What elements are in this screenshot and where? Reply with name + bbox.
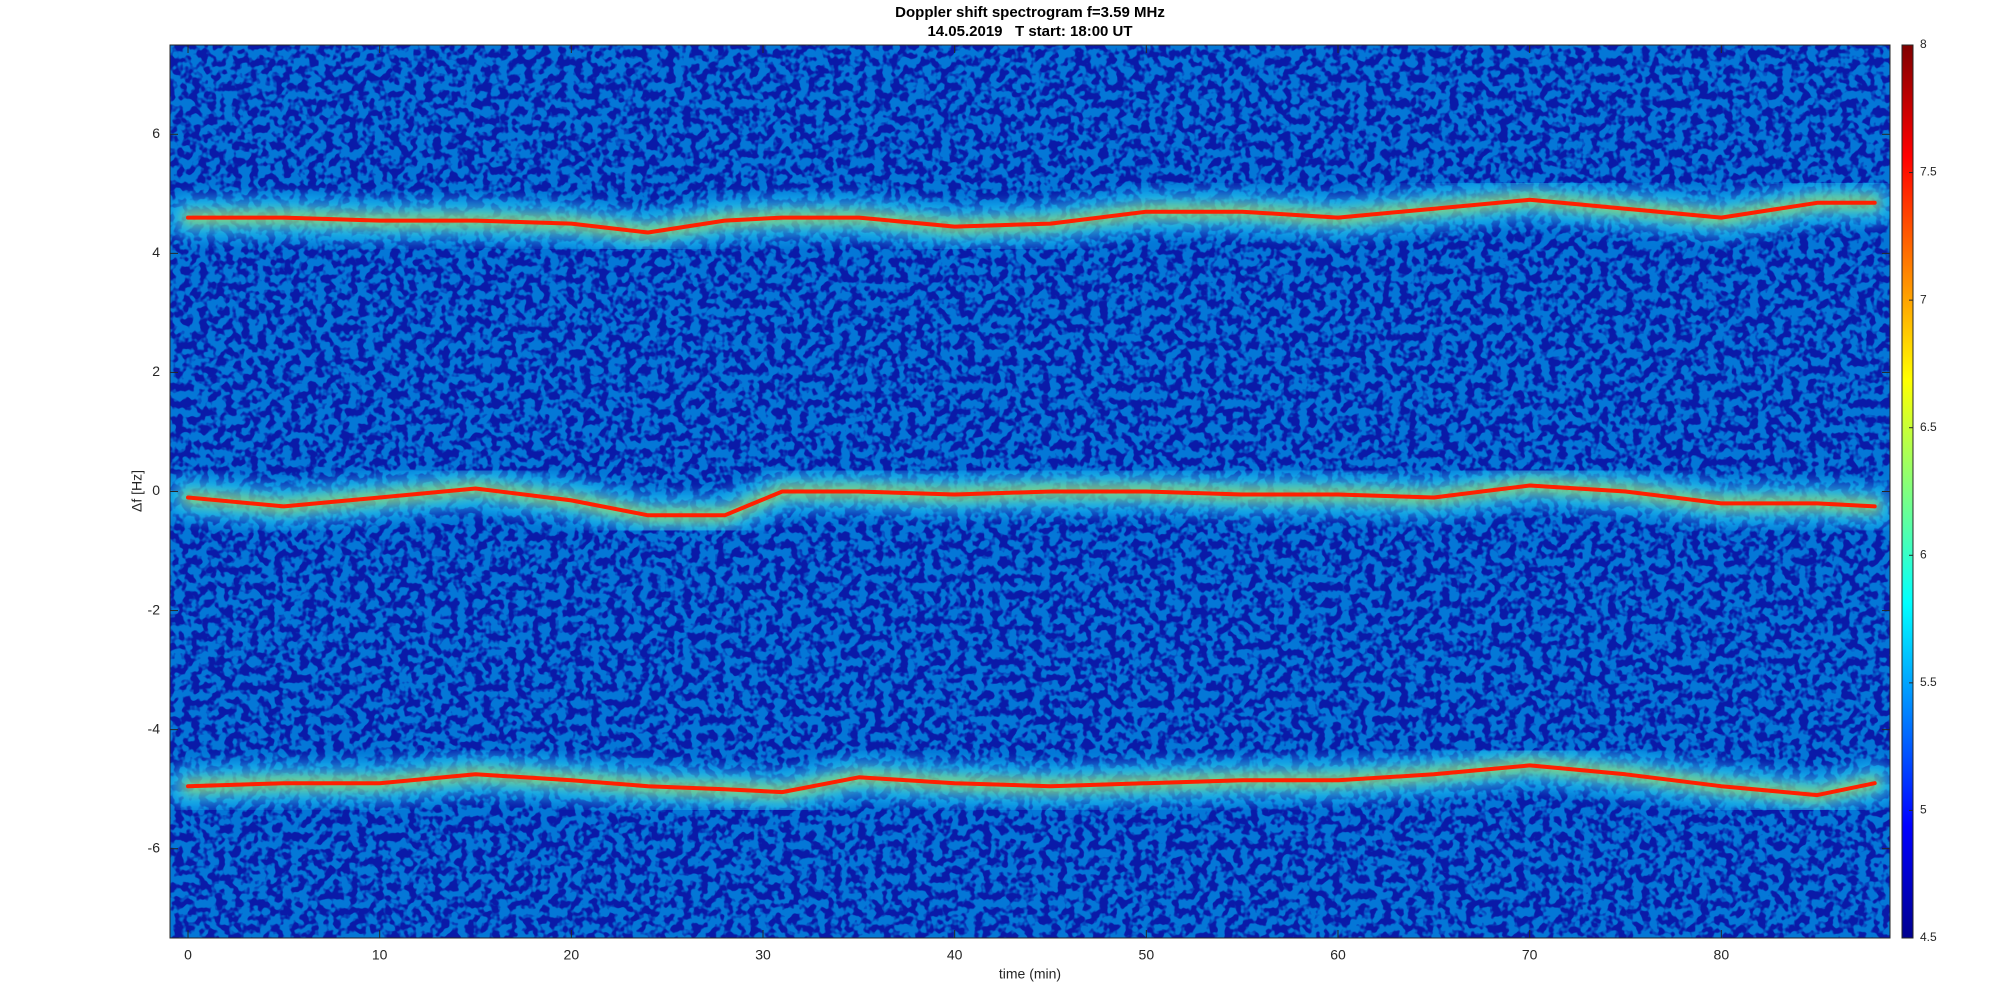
colorbar-tick-label: 7	[1920, 292, 1927, 306]
x-axis-label: time (min)	[999, 966, 1061, 982]
x-tick-label: 40	[947, 947, 963, 963]
x-tick-label: 10	[372, 947, 388, 963]
colorbar-tick-label: 5.5	[1920, 675, 1937, 689]
traces	[170, 177, 1890, 818]
plot-area	[170, 45, 1890, 938]
x-tick-label: 60	[1330, 947, 1346, 963]
x-tick-label: 30	[755, 947, 771, 963]
colorbar-tick-label: 7.5	[1920, 165, 1937, 179]
y-axis-label: Δf [Hz]	[129, 470, 145, 512]
chart-subtitle: 14.05.2019 T start: 18:00 UT	[927, 23, 1132, 40]
colorbar-tick-label: 8	[1920, 37, 1927, 51]
x-tick-label: 80	[1714, 947, 1730, 963]
colorbar-tick-label: 6.5	[1920, 420, 1937, 434]
y-tick-label: 0	[152, 482, 160, 498]
colorbar-tick-label: 6	[1920, 547, 1927, 561]
y-tick-label: 6	[152, 125, 160, 141]
y-tick-label: 2	[152, 363, 160, 379]
trace	[186, 763, 1877, 798]
x-tick-label: 0	[184, 947, 192, 963]
y-tick-label: -6	[148, 839, 161, 855]
colorbar-tick-label: 4.5	[1920, 930, 1937, 944]
y-tick-label: -2	[148, 601, 161, 617]
trace	[186, 483, 1877, 518]
trace	[186, 197, 1877, 235]
colorbar-tick-label: 5	[1920, 803, 1927, 817]
y-tick-label: 4	[152, 244, 160, 260]
x-tick-label: 20	[564, 947, 580, 963]
colorbar	[1901, 44, 1914, 939]
x-tick-label: 70	[1522, 947, 1538, 963]
chart-title: Doppler shift spectrogram f=3.59 MHz	[895, 4, 1165, 21]
y-tick-label: -4	[148, 720, 161, 736]
x-tick-label: 50	[1139, 947, 1155, 963]
